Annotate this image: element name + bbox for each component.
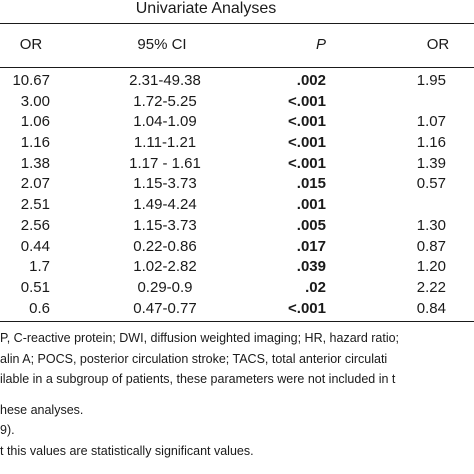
multivariate-or-cell: 1.39 (416, 154, 446, 172)
p-value-cell: .02 (305, 278, 326, 296)
confidence-interval-cell: 0.22-0.86 (133, 237, 197, 255)
odds-ratio-cell: 0.6 (29, 299, 50, 317)
footnote-reference: 9). (0, 423, 15, 437)
table-row: 1.38 1.17 - 1.61 <.001 1.39 (0, 154, 474, 175)
column-header-p: P (315, 36, 326, 53)
odds-ratio-cell: 0.51 (20, 278, 50, 296)
odds-ratio-cell: 1.06 (20, 113, 50, 131)
table-row: 0.6 0.47-0.77 <.001 0.84 (0, 299, 474, 320)
table-row: 2.56 1.15-3.73 .005 1.30 (0, 216, 474, 237)
p-value-cell: .002 (296, 72, 326, 89)
confidence-interval-cell: 1.11-1.21 (133, 134, 197, 152)
confidence-interval-cell: 0.47-0.77 (133, 299, 197, 317)
column-header-95-ci: 95% CI (137, 36, 187, 53)
footnote-subgroup: ilable in a subgroup of patients, these … (0, 372, 396, 386)
p-value-cell: <.001 (288, 92, 326, 110)
table-row: 2.51 1.49-4.24 .001 (0, 195, 474, 216)
p-value-cell: .039 (296, 258, 326, 276)
column-header-or: OR (19, 36, 43, 53)
multivariate-or-cell: 2.22 (416, 278, 446, 296)
table-row: 0.51 0.29-0.9 .02 2.22 (0, 278, 474, 299)
confidence-interval-cell: 0.29-0.9 (137, 278, 193, 296)
table-bottom-rule (0, 321, 474, 322)
footnote-abbreviations-2: alin A; POCS, posterior circulation stro… (0, 351, 388, 366)
table-row: 1.06 1.04-1.09 <.001 1.07 (0, 112, 474, 133)
multivariate-or-cell: 1.16 (416, 134, 446, 152)
odds-ratio-cell: 2.07 (20, 175, 50, 193)
table-row: 3.00 1.72-5.25 <.001 (0, 92, 474, 113)
table-row: 1.7 1.02-2.82 .039 1.20 (0, 257, 474, 278)
multivariate-or-cell: 1.20 (416, 258, 446, 276)
odds-ratio-cell: 1.38 (20, 154, 50, 172)
table-body: 10.67 2.31-49.38 .002 1.95 3.00 1.72-5.25 <.00… (0, 71, 474, 319)
odds-ratio-cell: 1.16 (20, 134, 50, 152)
column-header-multivariate-or: OR (426, 36, 450, 53)
confidence-interval-cell: 1.15-3.73 (133, 216, 197, 234)
multivariate-or-cell: 1.95 (416, 72, 446, 89)
header-bottom-rule (0, 67, 474, 68)
p-value-cell: .001 (296, 196, 326, 214)
multivariate-or-cell: 1.07 (416, 113, 446, 131)
odds-ratio-cell: 1.7 (29, 258, 50, 276)
multivariate-or-cell: 1.30 (416, 216, 446, 234)
multivariate-or-cell: 0.57 (416, 175, 446, 193)
odds-ratio-cell: 3.00 (20, 92, 50, 110)
p-value-cell: .015 (296, 175, 326, 193)
p-value-cell: <.001 (288, 154, 326, 172)
confidence-interval-cell: 2.31-49.38 (129, 72, 201, 89)
confidence-interval-cell: 1.49-4.24 (133, 196, 197, 214)
p-value-cell: .017 (296, 237, 326, 255)
odds-ratio-cell: 2.51 (20, 196, 50, 214)
confidence-interval-cell: 1.04-1.09 (133, 113, 197, 131)
confidence-interval-cell: 1.17 - 1.61 (129, 154, 201, 172)
table-row: 0.44 0.22-0.86 .017 0.87 (0, 237, 474, 258)
header-top-rule (0, 23, 474, 24)
p-value-cell: <.001 (288, 134, 326, 152)
table-row: 1.16 1.11-1.21 <.001 1.16 (0, 133, 474, 154)
univariate-analyses-header: Univariate Analyses (135, 0, 277, 17)
confidence-interval-cell: 1.72-5.25 (133, 92, 197, 110)
table-row: 2.07 1.15-3.73 .015 0.57 (0, 174, 474, 195)
footnote-abbreviations-1: P, C-reactive protein; DWI, diffusion we… (0, 331, 400, 345)
p-value-cell: <.001 (288, 299, 326, 317)
confidence-interval-cell: 1.15-3.73 (133, 175, 197, 193)
table-footnotes: P, C-reactive protein; DWI, diffusion we… (0, 328, 474, 461)
footnote-significance: t this values are statistically signific… (0, 443, 254, 458)
multivariate-or-cell: 0.84 (416, 299, 446, 317)
table-row: 10.67 2.31-49.38 .002 1.95 (0, 71, 474, 92)
confidence-interval-cell: 1.02-2.82 (133, 258, 197, 276)
p-value-cell: <.001 (288, 113, 326, 131)
odds-ratio-cell: 2.56 (20, 216, 50, 234)
odds-ratio-cell: 10.67 (12, 72, 50, 89)
odds-ratio-cell: 0.44 (20, 237, 50, 255)
multivariate-or-cell: 0.87 (416, 237, 446, 255)
p-value-cell: .005 (296, 216, 326, 234)
footnote-analyses: hese analyses. (0, 402, 84, 417)
